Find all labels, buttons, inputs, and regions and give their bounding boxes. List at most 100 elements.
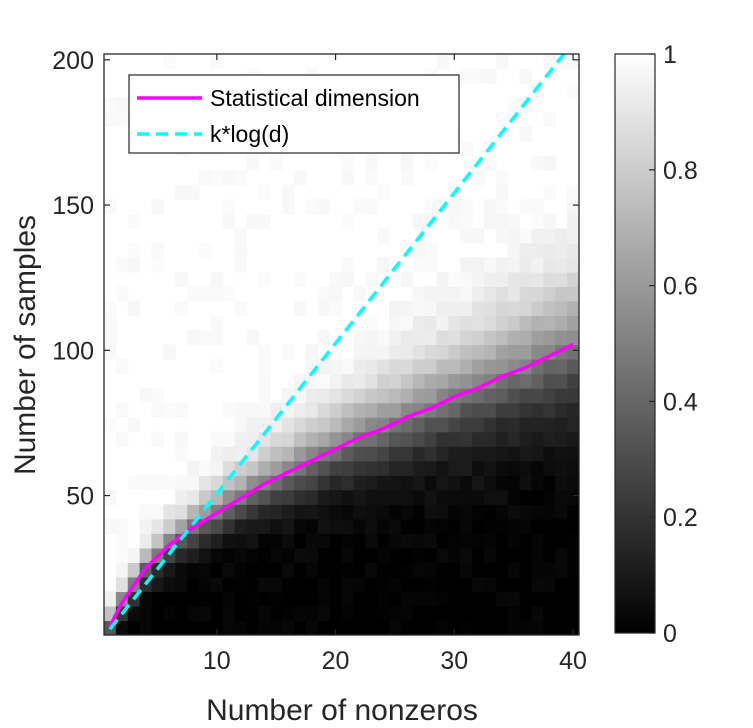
- heatmap-cell: [448, 199, 461, 215]
- heatmap-cell: [484, 257, 497, 273]
- heatmap-cell: [175, 184, 188, 200]
- heatmap-cell: [484, 460, 497, 476]
- heatmap-cell: [448, 344, 461, 360]
- heatmap-cell: [187, 576, 200, 593]
- heatmap-cell: [317, 329, 331, 346]
- heatmap-cell: [400, 344, 414, 360]
- heatmap-cell: [472, 446, 485, 462]
- heatmap-cell: [317, 475, 331, 491]
- heatmap-cell: [294, 547, 307, 563]
- heatmap-cell: [436, 576, 449, 593]
- heatmap-cell: [234, 417, 248, 433]
- heatmap-cell: [484, 286, 497, 302]
- heatmap-cell: [507, 431, 521, 447]
- heatmap-cell: [175, 576, 188, 593]
- heatmap-cell: [341, 489, 354, 505]
- heatmap-cell: [353, 576, 366, 593]
- heatmap-cell: [258, 373, 271, 389]
- heatmap-cell: [377, 402, 390, 418]
- heatmap-cell: [519, 300, 533, 317]
- heatmap-cell: [519, 605, 533, 622]
- heatmap-cell: [377, 533, 390, 549]
- heatmap-cell: [234, 620, 248, 635]
- heatmap-cell: [282, 431, 295, 447]
- heatmap-cell: [294, 605, 307, 622]
- heatmap-cell: [424, 300, 438, 317]
- heatmap-cell: [543, 213, 556, 229]
- heatmap-cell: [258, 431, 271, 447]
- heatmap-cell: [175, 504, 188, 520]
- heatmap-cell: [507, 286, 521, 302]
- heatmap-cell: [460, 359, 473, 375]
- heatmap-cell: [436, 605, 449, 622]
- heatmap-cell: [353, 591, 366, 607]
- heatmap-cell: [270, 533, 283, 549]
- heatmap-cell: [199, 329, 212, 346]
- heatmap-cell: [472, 359, 485, 375]
- heatmap-cell: [519, 533, 533, 549]
- heatmap-cell: [495, 184, 509, 200]
- heatmap-cell: [460, 489, 473, 505]
- heatmap-cell: [329, 388, 343, 404]
- heatmap-cell: [495, 504, 509, 520]
- heatmap-cell: [507, 97, 521, 113]
- heatmap-cell: [448, 475, 461, 491]
- heatmap-cell: [400, 402, 414, 418]
- heatmap-cell: [484, 300, 497, 317]
- heatmap-cell: [460, 475, 473, 491]
- heatmap-cell: [531, 199, 544, 215]
- heatmap-cell: [329, 417, 343, 433]
- heatmap-cell: [448, 402, 461, 418]
- heatmap-cell: [389, 460, 402, 476]
- colorbar-tick-label: 0.6: [663, 273, 698, 301]
- heatmap-cell: [472, 417, 485, 433]
- heatmap-cell: [531, 417, 544, 433]
- heatmap-cell: [567, 315, 579, 331]
- heatmap-cell: [353, 286, 366, 302]
- heatmap-cell: [234, 242, 248, 258]
- heatmap-cell: [436, 431, 449, 447]
- heatmap-cell: [400, 475, 414, 491]
- heatmap-cell: [412, 547, 426, 563]
- heatmap-cell: [270, 446, 283, 462]
- heatmap-cell: [484, 605, 497, 622]
- heatmap-cell: [472, 620, 485, 635]
- heatmap-cell: [389, 547, 402, 563]
- heatmap-cell: [199, 460, 212, 476]
- heatmap-cell: [543, 54, 556, 70]
- heatmap-cell: [115, 518, 129, 534]
- heatmap-cell: [495, 199, 509, 215]
- heatmap-cell: [353, 533, 366, 549]
- heatmap-cell: [305, 605, 319, 622]
- heatmap-cell: [234, 460, 248, 476]
- heatmap-cell: [484, 591, 497, 607]
- heatmap-cell: [234, 605, 248, 622]
- heatmap-cell: [531, 315, 544, 331]
- heatmap-cell: [163, 402, 176, 418]
- heatmap-cell: [460, 257, 473, 273]
- heatmap-cell: [412, 373, 426, 389]
- heatmap-cell: [448, 446, 461, 462]
- heatmap-cell: [365, 199, 378, 215]
- heatmap-cell: [424, 315, 438, 331]
- heatmap-cell: [163, 591, 176, 607]
- heatmap-cell: [115, 576, 129, 593]
- heatmap-cell: [317, 199, 331, 215]
- colorbar-tick-label: 0: [663, 620, 677, 648]
- heatmap-cell: [555, 373, 568, 389]
- heatmap-cell: [270, 547, 283, 563]
- heatmap-cell: [519, 489, 533, 505]
- heatmap-cell: [199, 547, 212, 563]
- heatmap-cell: [377, 329, 390, 346]
- heatmap-cell: [495, 417, 509, 433]
- heatmap-cell: [495, 431, 509, 447]
- heatmap-cell: [282, 547, 295, 563]
- heatmap-cell: [258, 504, 271, 520]
- heatmap-cell: [377, 475, 390, 491]
- heatmap-cell: [163, 518, 176, 534]
- colorbar-ticks: 0 0.2 0.4 0.6 0.8 1: [649, 41, 698, 648]
- heatmap-cell: [329, 271, 343, 288]
- heatmap-cell: [163, 533, 176, 549]
- heatmap-cell: [507, 213, 521, 229]
- heatmap-cell: [495, 489, 509, 505]
